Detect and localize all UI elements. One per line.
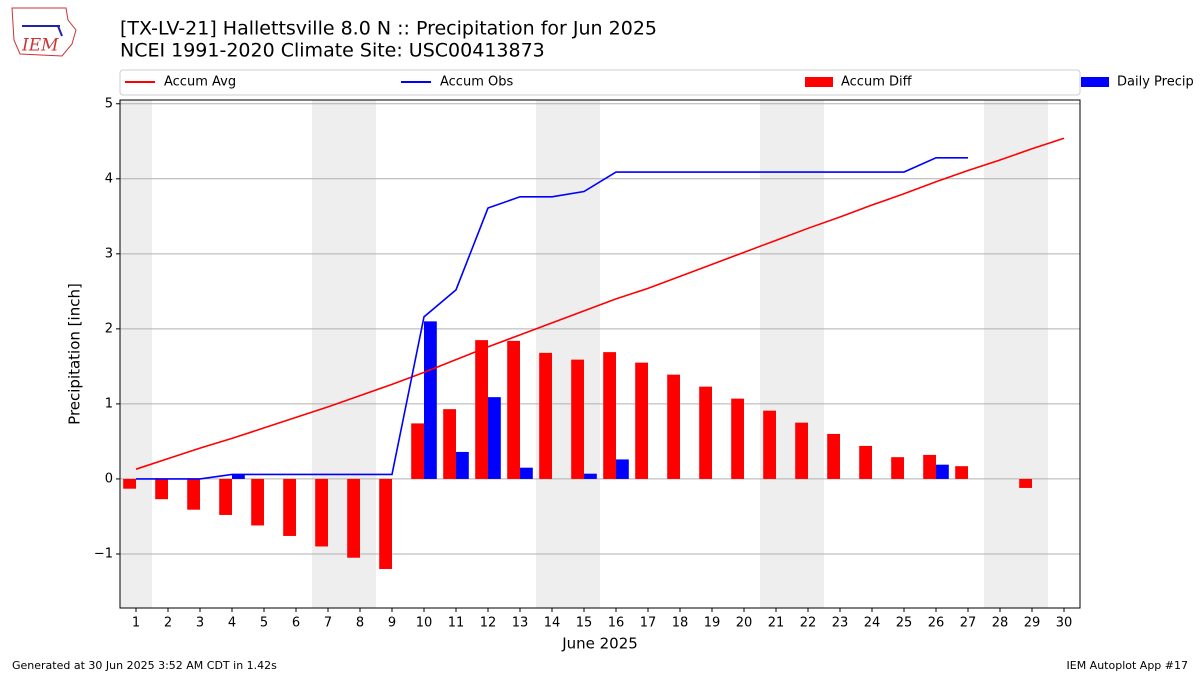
- bar: [443, 409, 456, 479]
- bar: [424, 321, 437, 479]
- y-tick-label: 4: [105, 171, 113, 186]
- x-tick-label: 17: [640, 616, 657, 631]
- chart-subtitle: NCEI 1991-2020 Climate Site: USC00413873: [120, 40, 545, 62]
- bar: [232, 474, 245, 479]
- x-tick-label: 30: [1056, 616, 1073, 631]
- line: [136, 156, 968, 480]
- bar: [699, 386, 712, 479]
- x-tick-label: 24: [864, 616, 881, 631]
- y-tick-label: 3: [105, 246, 113, 261]
- bar: [923, 454, 936, 479]
- bar: [891, 457, 904, 479]
- bar: [795, 422, 808, 479]
- x-tick-label: 19: [704, 616, 721, 631]
- chart-title: [TX-LV-21] Hallettsville 8.0 N :: Precip…: [120, 18, 657, 40]
- x-tick-label: 1: [132, 616, 140, 631]
- legend-swatch: [805, 77, 833, 87]
- weekend-shade: [568, 100, 600, 608]
- bar: [731, 398, 744, 479]
- bar: [187, 478, 200, 510]
- y-tick-label: 0: [105, 471, 113, 486]
- bar: [347, 478, 360, 558]
- weekend-shade: [1016, 100, 1048, 608]
- legend-label: Accum Avg: [164, 75, 236, 90]
- x-tick-label: 2: [164, 616, 172, 631]
- x-axis-label: June 2025: [561, 635, 638, 653]
- x-tick-label: 28: [992, 616, 1009, 631]
- x-tick-label: 9: [388, 616, 396, 631]
- bar: [411, 423, 424, 479]
- y-tick-label: 5: [105, 96, 113, 111]
- x-tick-label: 18: [672, 616, 689, 631]
- plot-area: [120, 100, 1080, 608]
- x-tick-label: 8: [356, 616, 364, 631]
- y-axis-label: Precipitation [inch]: [66, 283, 84, 425]
- x-tick-label: 10: [416, 616, 433, 631]
- x-tick-label: 16: [608, 616, 625, 631]
- x-tick-label: 13: [512, 616, 529, 631]
- legend-swatch: [1081, 77, 1109, 87]
- weekend-shade: [984, 100, 1016, 608]
- logo-text: IEM: [21, 36, 59, 56]
- x-tick-label: 11: [448, 616, 465, 631]
- x-tick-label: 22: [800, 616, 817, 631]
- bar: [635, 362, 648, 479]
- x-tick-label: 6: [292, 616, 300, 631]
- line: [135, 137, 1065, 470]
- bar: [827, 433, 840, 479]
- x-tick-label: 15: [576, 616, 593, 631]
- bar: [859, 445, 872, 479]
- legend: [119, 69, 1081, 96]
- weekend-shade: [792, 100, 824, 608]
- x-tick-label: 5: [260, 616, 268, 631]
- x-tick-label: 27: [960, 616, 977, 631]
- bar: [251, 478, 264, 526]
- bar: [456, 451, 469, 479]
- x-tick-label: 14: [544, 616, 561, 631]
- y-tick-label: 1: [105, 396, 113, 411]
- bar: [520, 467, 533, 479]
- x-tick-label: 26: [928, 616, 945, 631]
- y-tick-label: 2: [105, 321, 113, 336]
- legend-label: Accum Obs: [440, 75, 513, 90]
- legend-label: Daily Precip: [1117, 75, 1194, 90]
- legend-label: Accum Diff: [841, 75, 913, 90]
- bar: [936, 464, 949, 479]
- bar: [283, 478, 296, 536]
- bar: [1019, 478, 1032, 488]
- x-tick-label: 3: [196, 616, 204, 631]
- bar: [955, 466, 968, 479]
- bar: [219, 478, 232, 515]
- footer-right: IEM Autoplot App #17: [1067, 659, 1189, 672]
- bar: [667, 374, 680, 479]
- y-tick-label: −1: [94, 546, 113, 561]
- x-tick-label: 25: [896, 616, 913, 631]
- plot-frame: [119, 99, 1081, 609]
- x-tick-label: 29: [1024, 616, 1041, 631]
- x-tick-label: 21: [768, 616, 785, 631]
- x-tick-label: 12: [480, 616, 497, 631]
- bar: [763, 410, 776, 479]
- bar: [571, 359, 584, 479]
- weekend-shade: [120, 100, 152, 608]
- weekend-shade: [760, 100, 792, 608]
- bar: [475, 340, 488, 479]
- bar: [507, 340, 520, 479]
- footer-left: Generated at 30 Jun 2025 3:52 AM CDT in …: [12, 659, 277, 672]
- bar: [584, 473, 597, 479]
- bar: [488, 397, 501, 479]
- bar: [315, 478, 328, 547]
- x-tick-label: 4: [228, 616, 236, 631]
- logo: [11, 7, 77, 57]
- x-tick-label: 23: [832, 616, 849, 631]
- bar: [539, 352, 552, 479]
- bar: [155, 478, 168, 500]
- x-tick-label: 20: [736, 616, 753, 631]
- bar: [379, 478, 392, 569]
- bar: [603, 352, 616, 479]
- bar: [123, 478, 136, 489]
- x-tick-label: 7: [324, 616, 332, 631]
- bar: [616, 459, 629, 479]
